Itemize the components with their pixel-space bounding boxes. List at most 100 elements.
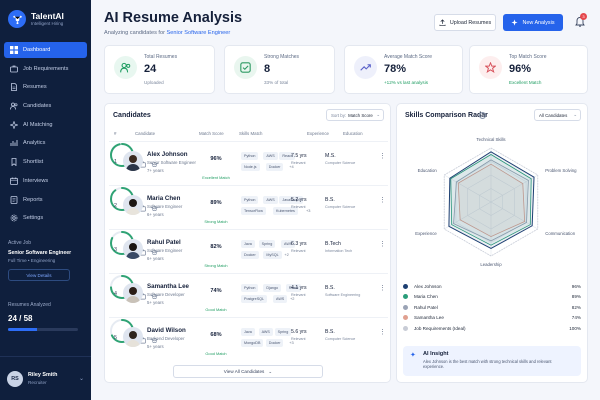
active-job-card: Active Job Senior Software Engineer Full…: [8, 240, 84, 281]
legend-swatch: [403, 315, 408, 321]
more-options-icon[interactable]: ⋮: [379, 285, 386, 292]
skill-tag: AWS: [263, 152, 278, 160]
radar-series-alex-johnson[interactable]: [448, 151, 535, 250]
sort-prefix: Sort by:: [331, 112, 347, 118]
legend-label: Samantha Lee: [414, 315, 444, 321]
briefcase-icon: [10, 65, 18, 73]
sidebar-item-analytics[interactable]: Analytics: [4, 135, 87, 151]
view-details-button[interactable]: View Details: [8, 269, 70, 281]
experience-years: 4.1 yrs: [291, 285, 307, 291]
gear-icon: [10, 214, 18, 222]
legend-value: 96%: [571, 283, 581, 289]
upload-resumes-button[interactable]: Upload Resumes: [434, 14, 496, 31]
table-row[interactable]: 2 Maria Chen Software Engineer 6+ years …: [109, 185, 388, 227]
view-all-candidates-button[interactable]: View All Candidates ⌄: [173, 365, 323, 378]
row-number: 5: [114, 335, 117, 341]
radar-axis-label: Education: [418, 168, 438, 173]
sidebar-item-resumes[interactable]: Resumes: [4, 79, 87, 95]
sidebar-item-ai-matching[interactable]: AI Matching: [4, 117, 87, 133]
candidate-experience: 7+ years: [147, 168, 164, 173]
legend-item[interactable]: Alex Johnson 96%: [403, 281, 583, 292]
chevron-down-icon: ⌄: [268, 368, 273, 374]
view-all-label: View All Candidates: [223, 369, 265, 374]
more-options-icon[interactable]: ⋮: [379, 241, 386, 248]
radar-axis-label: Experience: [415, 231, 437, 236]
sidebar-item-dashboard[interactable]: Dashboard: [4, 42, 87, 58]
chevron-down-icon: ⌄: [376, 112, 380, 117]
stat-card-average-score: Average Match Score 78% +12% vs last ana…: [344, 45, 463, 94]
chevron-down-icon: ⌄: [573, 112, 577, 117]
avatar: [123, 239, 143, 259]
table-row[interactable]: 1 Alex Johnson Senior Software Engineer …: [109, 141, 388, 183]
row-number: 4: [114, 291, 117, 297]
more-options-icon[interactable]: ⋮: [379, 197, 386, 204]
legend-item[interactable]: Maria Chen 89%: [403, 292, 583, 303]
skill-tag: MySQL: [263, 251, 282, 259]
sidebar-item-settings[interactable]: Settings: [4, 210, 87, 226]
candidate-role: Software Engineer: [147, 248, 183, 253]
more-skills: +2: [290, 296, 295, 301]
candidate-filter-dropdown[interactable]: All Candidates ⌄: [534, 109, 581, 121]
radar-axis-line: [490, 174, 538, 203]
legend-item[interactable]: Job Requirements (Ideal) 100%: [403, 323, 583, 334]
file-icon: [11, 83, 17, 92]
table-row[interactable]: 4 Samantha Lee Software Developer 5+ yea…: [109, 273, 388, 315]
chevron-down-icon[interactable]: ⌄: [78, 376, 84, 382]
active-job-label: Active Job: [8, 240, 32, 246]
sidebar-item-interviews[interactable]: Interviews: [4, 173, 87, 189]
grid-icon: [10, 46, 18, 54]
match-score-value: 82%: [210, 244, 222, 250]
table-row[interactable]: 3 Rahul Patel Software Engineer 6+ years…: [109, 229, 388, 271]
skill-tag: MongoDB: [241, 339, 264, 347]
column-header: Match Score: [199, 131, 224, 136]
ai-insight-card: ✦ AI Insight Alex Johnson is the best ma…: [403, 346, 581, 376]
sidebar-item-shortlist[interactable]: Shortlist: [4, 154, 87, 170]
more-options-icon[interactable]: ⋮: [379, 153, 386, 160]
graduation-cap-icon: [150, 161, 159, 167]
brand[interactable]: TalentAI Intelligent Hiring: [8, 10, 64, 28]
radar-axis-label: Technical Skills: [476, 137, 505, 142]
trend-icon: [354, 56, 377, 79]
candidate-name[interactable]: Maria Chen: [147, 195, 181, 202]
more-options-icon[interactable]: ⋮: [379, 329, 386, 336]
brand-logo-icon: [8, 10, 26, 28]
table-row[interactable]: 5 David Wilson Backend Developer 5+ year…: [109, 317, 388, 359]
legend-swatch: [403, 304, 408, 310]
stat-sub: Uploaded: [144, 80, 164, 85]
radar-series-rahul-patel[interactable]: [453, 159, 529, 242]
education-degree: B.S.: [325, 197, 335, 203]
skill-tag: PostgreSQL: [241, 295, 268, 303]
candidate-name[interactable]: Alex Johnson: [147, 151, 188, 158]
graduation-cap-icon: [150, 293, 159, 299]
sparkle-icon: [511, 19, 519, 26]
education-degree: B.Tech: [325, 241, 341, 247]
check-icon: [234, 56, 257, 79]
experience-years: 5.6 yrs: [291, 329, 307, 335]
candidate-name[interactable]: Rahul Patel: [147, 239, 181, 246]
candidate-name[interactable]: Samantha Lee: [147, 283, 189, 290]
legend-item[interactable]: Rahul Patel 82%: [403, 302, 583, 313]
sidebar-item-reports[interactable]: Reports: [4, 192, 87, 208]
candidate-experience: 6+ years: [147, 212, 164, 217]
skill-tag: Java: [241, 240, 255, 248]
radar-series-samantha-lee[interactable]: [457, 163, 526, 238]
new-analysis-button[interactable]: New Analysis: [503, 14, 563, 31]
candidate-experience: 5+ years: [147, 344, 164, 349]
sort-dropdown[interactable]: Sort by: Match Score ⌄: [326, 109, 384, 121]
stat-label: Average Match Score: [384, 54, 432, 60]
education-field: Information Tech: [325, 249, 353, 253]
sidebar: TalentAI Intelligent Hiring Dashboard Jo…: [0, 0, 91, 400]
graduation-cap-icon: [150, 249, 159, 255]
candidate-name[interactable]: David Wilson: [147, 327, 186, 334]
skill-tag: AWS: [273, 295, 288, 303]
info-icon[interactable]: i: [479, 112, 486, 119]
sidebar-item-label: Resumes: [23, 84, 47, 91]
legend-item[interactable]: Samantha Lee 74%: [403, 313, 583, 324]
sidebar-item-candidates[interactable]: Candidates: [4, 98, 87, 114]
candidate-experience: 5+ years: [147, 300, 164, 305]
progress-fill: [8, 328, 37, 331]
match-score-value: 68%: [210, 332, 222, 338]
sidebar-item-job-requirements[interactable]: Job Requirements: [4, 61, 87, 77]
user-profile[interactable]: RS Riley Smith Recruiter ⌄: [0, 356, 91, 400]
radar-series-maria-chen[interactable]: [450, 154, 532, 246]
